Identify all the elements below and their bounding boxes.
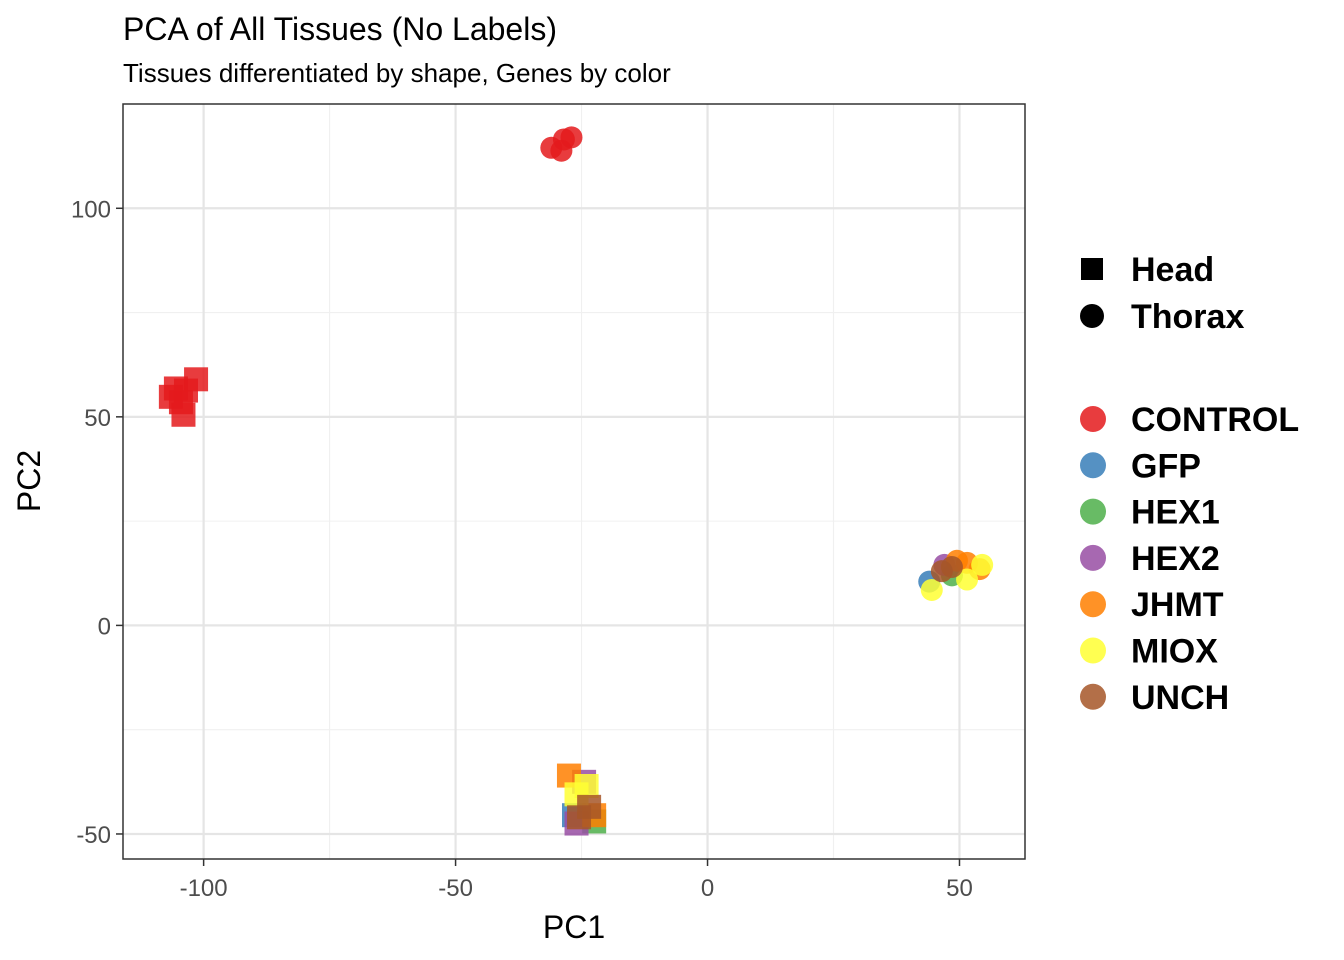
legend-label-hex1: HEX1 (1131, 494, 1220, 532)
y-axis-title: PC2 (11, 450, 47, 512)
legend-key-unch (1080, 683, 1106, 710)
legend-label-unch: UNCH (1131, 679, 1229, 717)
point-thorax-control (560, 126, 583, 149)
x-tick-label: -100 (180, 875, 228, 902)
point-thorax-miox (920, 578, 943, 601)
shape-legend: Head Thorax (1080, 251, 1244, 336)
legend-key-hex2 (1080, 544, 1106, 571)
data-points (158, 126, 994, 836)
point-head-unch (567, 805, 592, 830)
legend-label-control: CONTROL (1131, 401, 1299, 439)
legend-key-hex1 (1080, 498, 1106, 525)
point-head-control (184, 367, 209, 392)
legend-key-miox (1080, 637, 1106, 664)
x-axis-title: PC1 (543, 909, 605, 945)
point-thorax-miox (971, 553, 994, 576)
y-tick-label: 50 (84, 405, 111, 432)
grid-lines (123, 103, 1025, 859)
legend-label-miox: MIOX (1131, 633, 1218, 671)
chart-title: PCA of All Tissues (No Labels) (123, 11, 557, 47)
legend-label-head: Head (1131, 251, 1214, 289)
y-tick-label: 100 (71, 196, 111, 223)
y-tick-label: -50 (76, 822, 111, 849)
plot-background (123, 104, 1025, 859)
legend-circle-icon (1080, 304, 1104, 328)
color-legend: CONTROL GFP HEX1 HEX2 JHMT MIOX UNCH (1080, 401, 1299, 717)
legend-key-jhmt (1080, 591, 1106, 618)
chart-subtitle: Tissues differentiated by shape, Genes b… (123, 58, 671, 88)
x-axis: -100 -50 0 50 (180, 859, 973, 902)
x-tick-label: -50 (438, 875, 473, 902)
legend-label-gfp: GFP (1131, 447, 1201, 485)
legend-label-hex2: HEX2 (1131, 540, 1220, 578)
legend-key-control (1080, 406, 1106, 432)
point-thorax-miox (956, 568, 979, 591)
legend-label-thorax: Thorax (1131, 298, 1244, 336)
legend-key-gfp (1080, 452, 1106, 479)
legend-square-icon (1081, 258, 1103, 280)
x-tick-label: 50 (946, 875, 973, 902)
point-head-control (171, 402, 196, 427)
y-axis: -50 0 50 100 (71, 196, 123, 849)
y-tick-label: 0 (98, 613, 111, 640)
legend-label-jhmt: JHMT (1131, 586, 1224, 624)
plot-border (122, 103, 1026, 860)
point-thorax-unch (940, 556, 963, 579)
x-tick-label: 0 (701, 875, 714, 902)
